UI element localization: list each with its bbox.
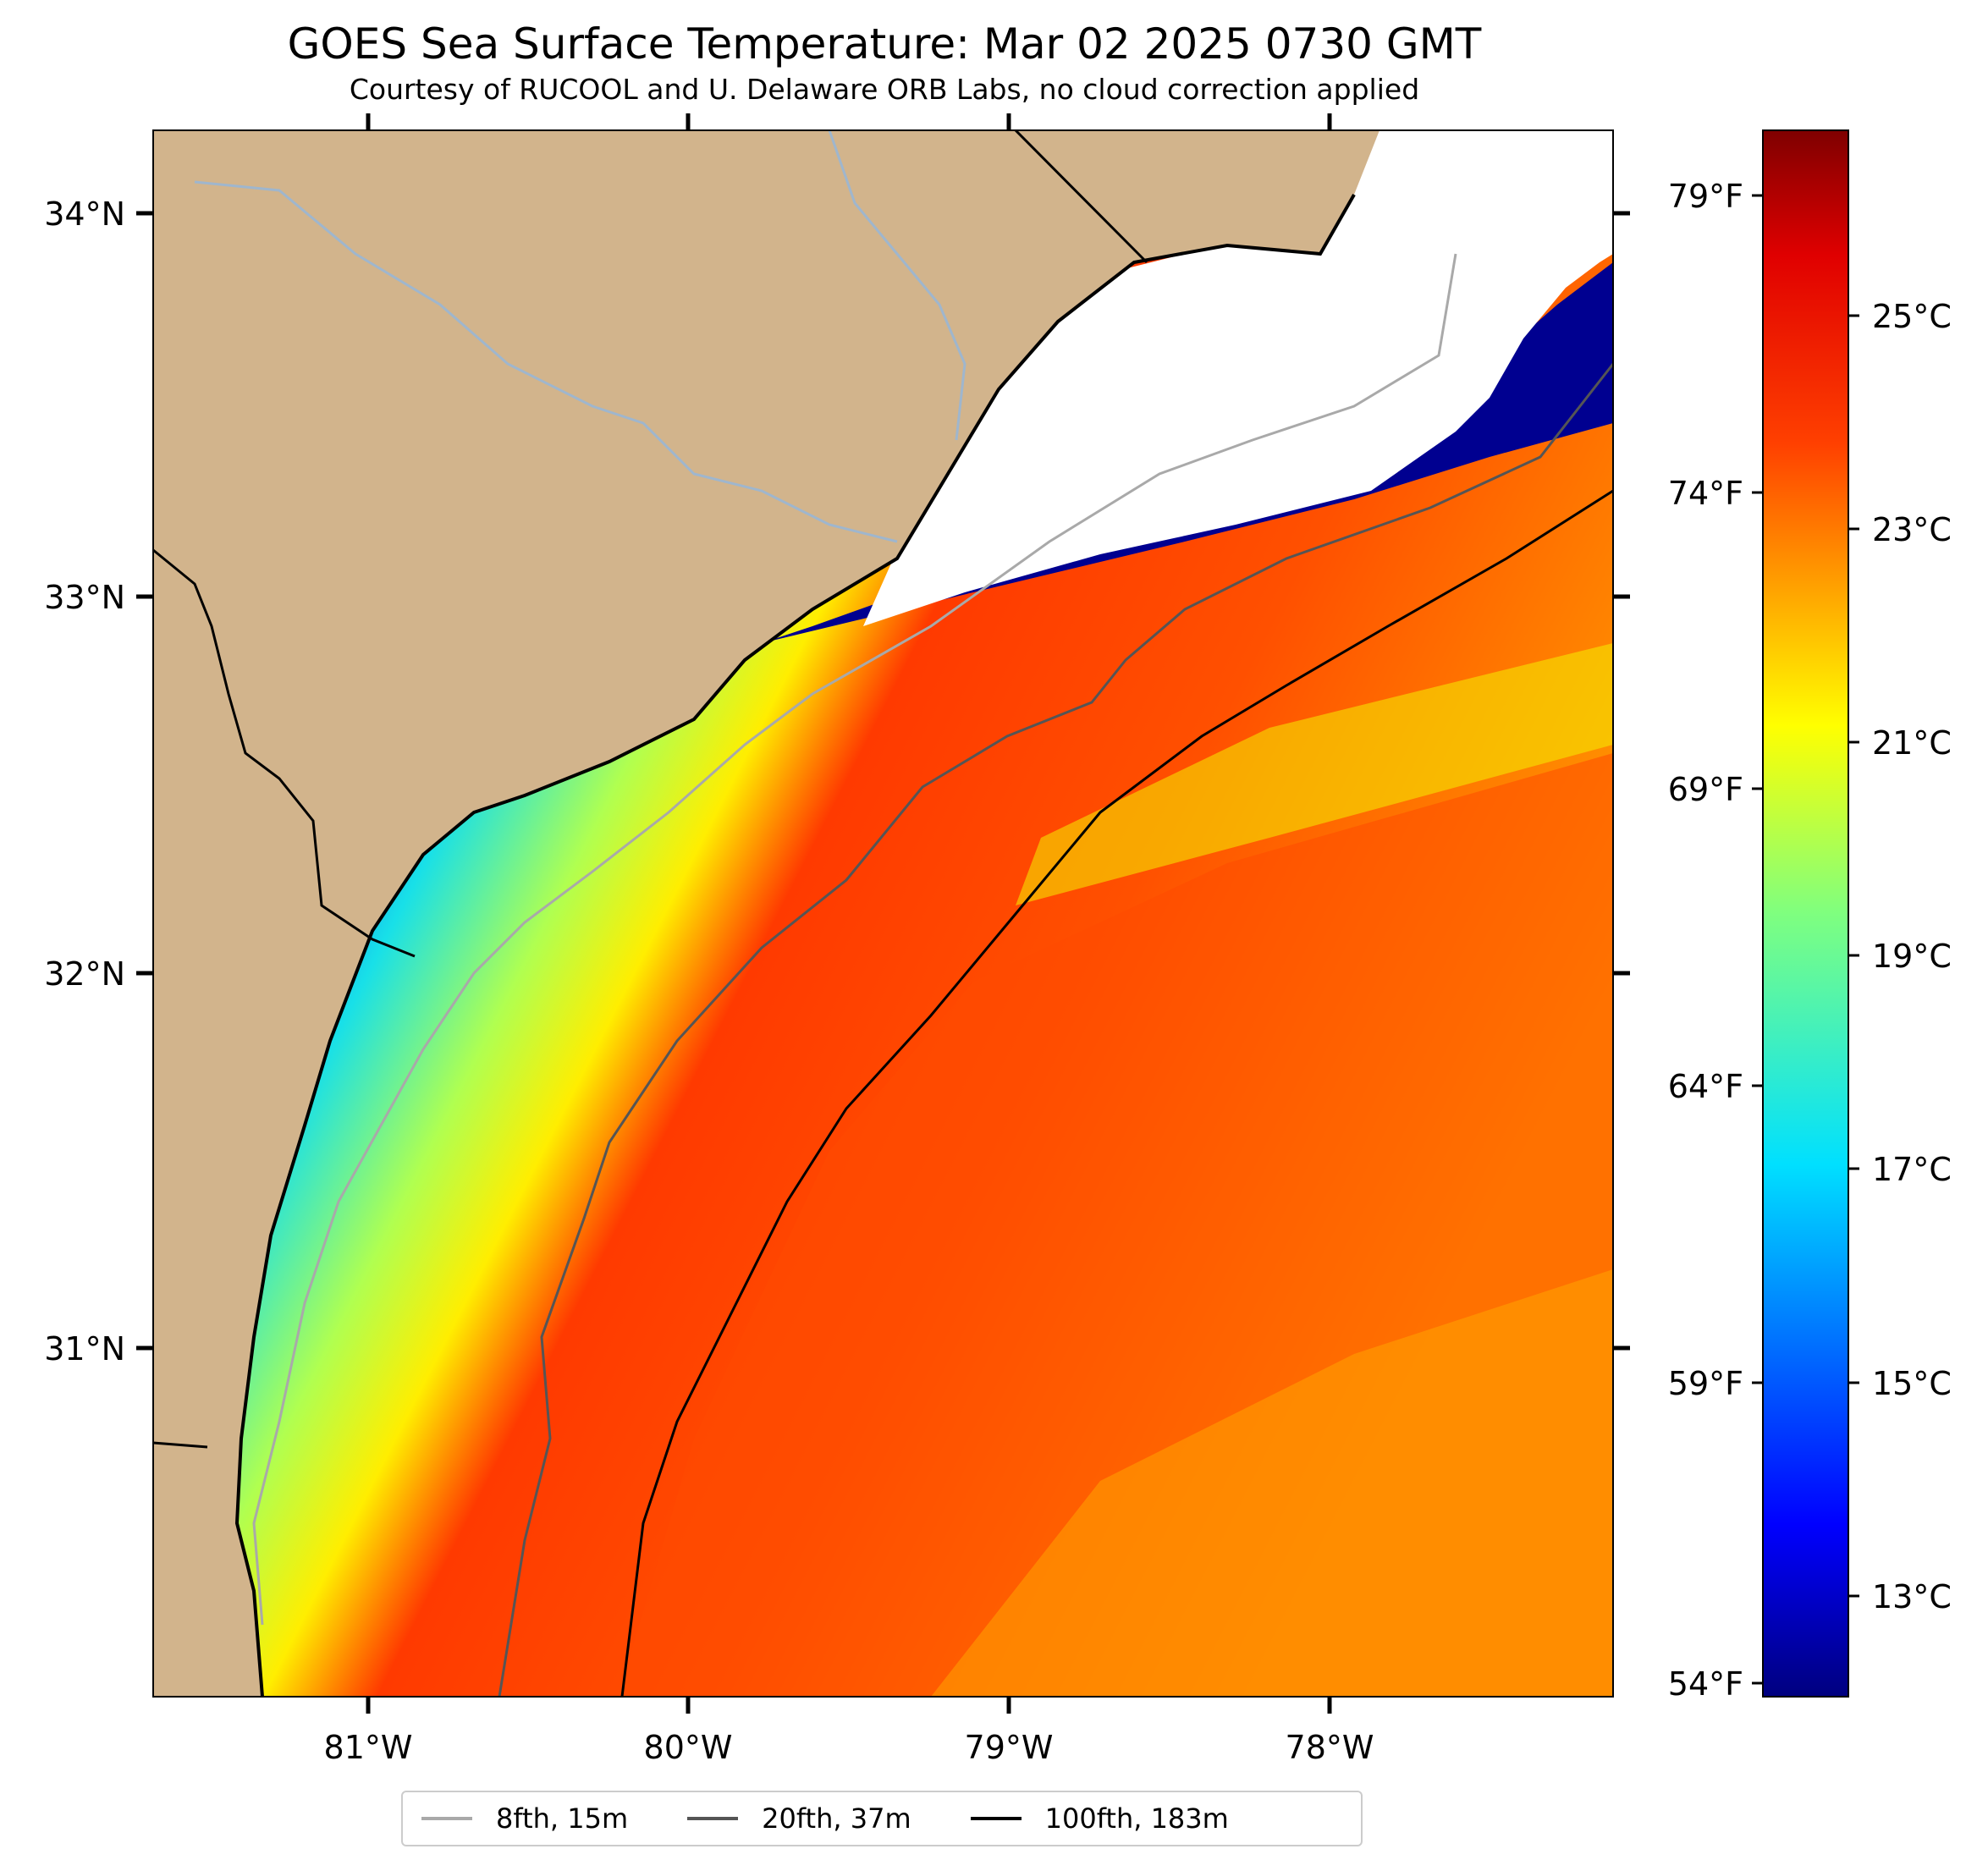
colorbar (1762, 129, 1849, 1698)
map-frame (152, 129, 1614, 1698)
fahrenheit-label: 64°F (1668, 1068, 1743, 1105)
celsius-label: 13°C (1872, 1578, 1952, 1615)
page-subtitle: Courtesy of RUCOOL and U. Delaware ORB L… (349, 73, 1420, 106)
lon-label: 80°W (644, 1729, 733, 1766)
land-coast (153, 130, 1379, 1697)
isobath-100fth (620, 489, 1613, 1697)
isobath-8fth (252, 253, 1457, 1626)
isobath-20fth (498, 363, 1613, 1697)
lon-ticks (366, 113, 1332, 1714)
lon-label: 81°W (324, 1729, 413, 1766)
fahrenheit-label: 69°F (1668, 771, 1743, 808)
legend-label: 100fth, 183m (1044, 1802, 1229, 1835)
celsius-label: 15°C (1872, 1365, 1952, 1402)
fahrenheit-label: 54°F (1668, 1665, 1743, 1703)
lat-label: 31°N (44, 1330, 125, 1367)
isobath-legend: 8fth, 15m 20fth, 37m 100fth, 183m (401, 1791, 1363, 1846)
celsius-label: 25°C (1872, 298, 1952, 335)
legend-item-20fth: 20fth, 37m (687, 1802, 911, 1835)
legend-line-icon (687, 1817, 739, 1820)
state-border (153, 548, 416, 958)
warm-eddy-region (931, 1269, 1613, 1697)
celsius-label: 19°C (1872, 938, 1952, 975)
celsius-label: 23°C (1872, 511, 1952, 548)
front-band (1016, 643, 1613, 905)
legend-item-8fth: 8fth, 15m (421, 1802, 628, 1835)
fahrenheit-label: 59°F (1668, 1365, 1743, 1402)
lat-label: 34°N (44, 195, 125, 233)
lon-label: 79°W (965, 1729, 1054, 1766)
celsius-label: 17°C (1872, 1151, 1952, 1188)
page-title: GOES Sea Surface Temperature: Mar 02 202… (287, 19, 1482, 69)
fahrenheit-ticks (1752, 194, 1763, 1685)
coastline (234, 194, 1356, 1697)
legend-label: 20fth, 37m (762, 1802, 911, 1835)
celsius-label: 21°C (1872, 724, 1952, 762)
legend-line-icon (970, 1817, 1022, 1820)
lat-label: 33°N (44, 579, 125, 616)
lon-label: 78°W (1286, 1729, 1374, 1766)
cold-shelf-water (762, 262, 1613, 643)
fahrenheit-label: 79°F (1668, 178, 1743, 215)
river (828, 130, 966, 441)
state-border (1014, 130, 1148, 264)
cloud-no-data (863, 130, 1613, 626)
map-area (153, 130, 1613, 1697)
legend-label: 8fth, 15m (496, 1802, 629, 1835)
state-border (153, 1441, 208, 1449)
fahrenheit-label: 74°F (1668, 475, 1743, 512)
lat-ticks (136, 211, 1630, 1351)
celsius-ticks (1848, 314, 1859, 1598)
lat-label: 32°N (44, 955, 125, 993)
legend-line-icon (421, 1817, 472, 1820)
legend-item-100fth: 100fth, 183m (970, 1802, 1229, 1835)
river (194, 180, 898, 543)
